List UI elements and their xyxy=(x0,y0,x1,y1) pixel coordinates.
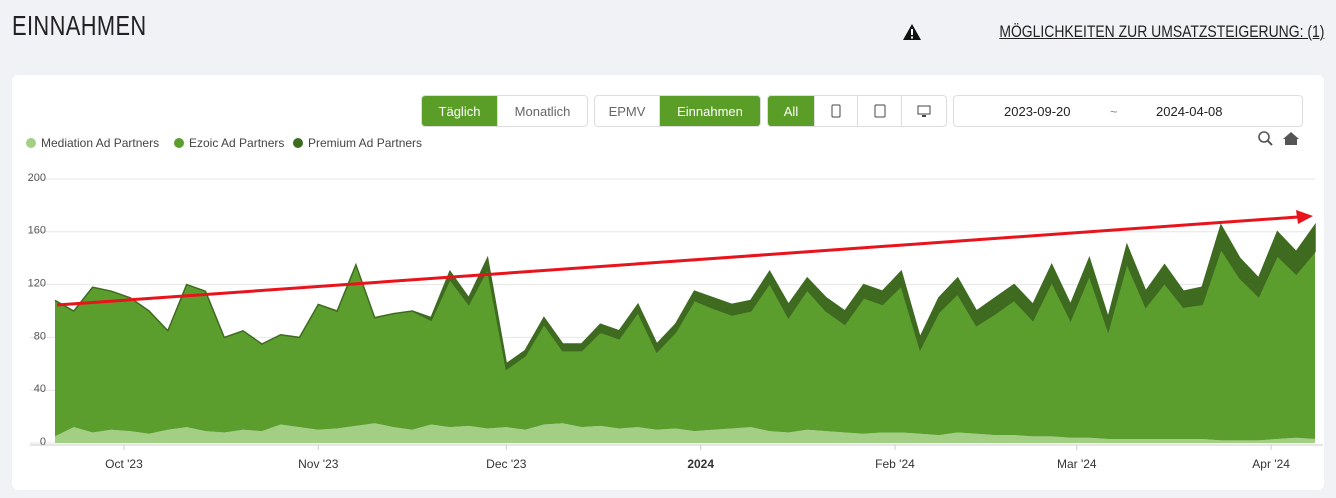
icon xyxy=(831,104,841,118)
y-tick-label: 40 xyxy=(34,383,46,395)
button[interactable]: Monatlich xyxy=(514,103,571,119)
x-tick-label: Dec '23 xyxy=(486,457,527,471)
notice-text[interactable]: MÖGLICHKEITEN ZUR UMSATZSTEIGERUNG: (1) xyxy=(998,22,1324,41)
icon xyxy=(917,105,931,117)
date-from: 2023-09-20 xyxy=(1004,104,1071,119)
button[interactable]: Täglich xyxy=(422,96,498,126)
date-range[interactable]: 2023-09-20 ~ 2024-04-08 xyxy=(953,95,1303,127)
x-tick-label: Oct '23 xyxy=(105,457,143,471)
icon xyxy=(874,104,885,118)
area xyxy=(55,248,1315,441)
legend-swatch xyxy=(26,138,36,148)
warning-icon xyxy=(902,24,921,40)
legend-swatch xyxy=(174,138,184,148)
area xyxy=(55,423,1315,443)
x-tick-label: Apr '24 xyxy=(1252,457,1290,471)
zoom-icon[interactable] xyxy=(1258,131,1273,146)
date-to: 2024-04-08 xyxy=(1156,104,1223,119)
y-tick-label: 80 xyxy=(34,330,46,342)
y-tick-label: 200 xyxy=(28,172,46,184)
x-tick-label: Nov '23 xyxy=(298,457,339,471)
desktop-button[interactable] xyxy=(902,96,946,126)
legend-swatch xyxy=(293,138,303,148)
legend-label: Mediation Ad Partners xyxy=(41,136,159,150)
device-toggle: All xyxy=(767,95,947,127)
tablet-button[interactable] xyxy=(858,96,902,126)
y-tick-label: 0 xyxy=(40,436,46,448)
metric-toggle: EPMV Einnahmen xyxy=(594,95,761,127)
mobile-button[interactable] xyxy=(815,96,858,126)
button[interactable]: Einnahmen xyxy=(660,96,760,126)
x-tick-label: Mar '24 xyxy=(1057,457,1097,471)
legend-label: Ezoic Ad Partners xyxy=(189,136,284,150)
y-tick-label: 120 xyxy=(28,278,46,290)
period-toggle: Täglich Monatlich xyxy=(421,95,588,127)
page-title: EINNAHMEN xyxy=(12,10,147,41)
area xyxy=(54,222,1316,371)
x-tick-label: 2024 xyxy=(687,457,714,471)
button[interactable]: EPMV xyxy=(595,96,660,126)
home-icon[interactable] xyxy=(1283,132,1299,145)
trend-arrow xyxy=(56,210,1313,307)
x-tick-label: Feb '24 xyxy=(875,457,915,471)
y-tick-label: 160 xyxy=(28,225,46,237)
date-separator: ~ xyxy=(1110,104,1118,119)
legend-label: Premium Ad Partners xyxy=(308,136,422,150)
button[interactable]: All xyxy=(768,96,815,126)
notice-link[interactable]: MÖGLICHKEITEN ZUR UMSATZSTEIGERUNG: (1) xyxy=(902,22,1324,42)
